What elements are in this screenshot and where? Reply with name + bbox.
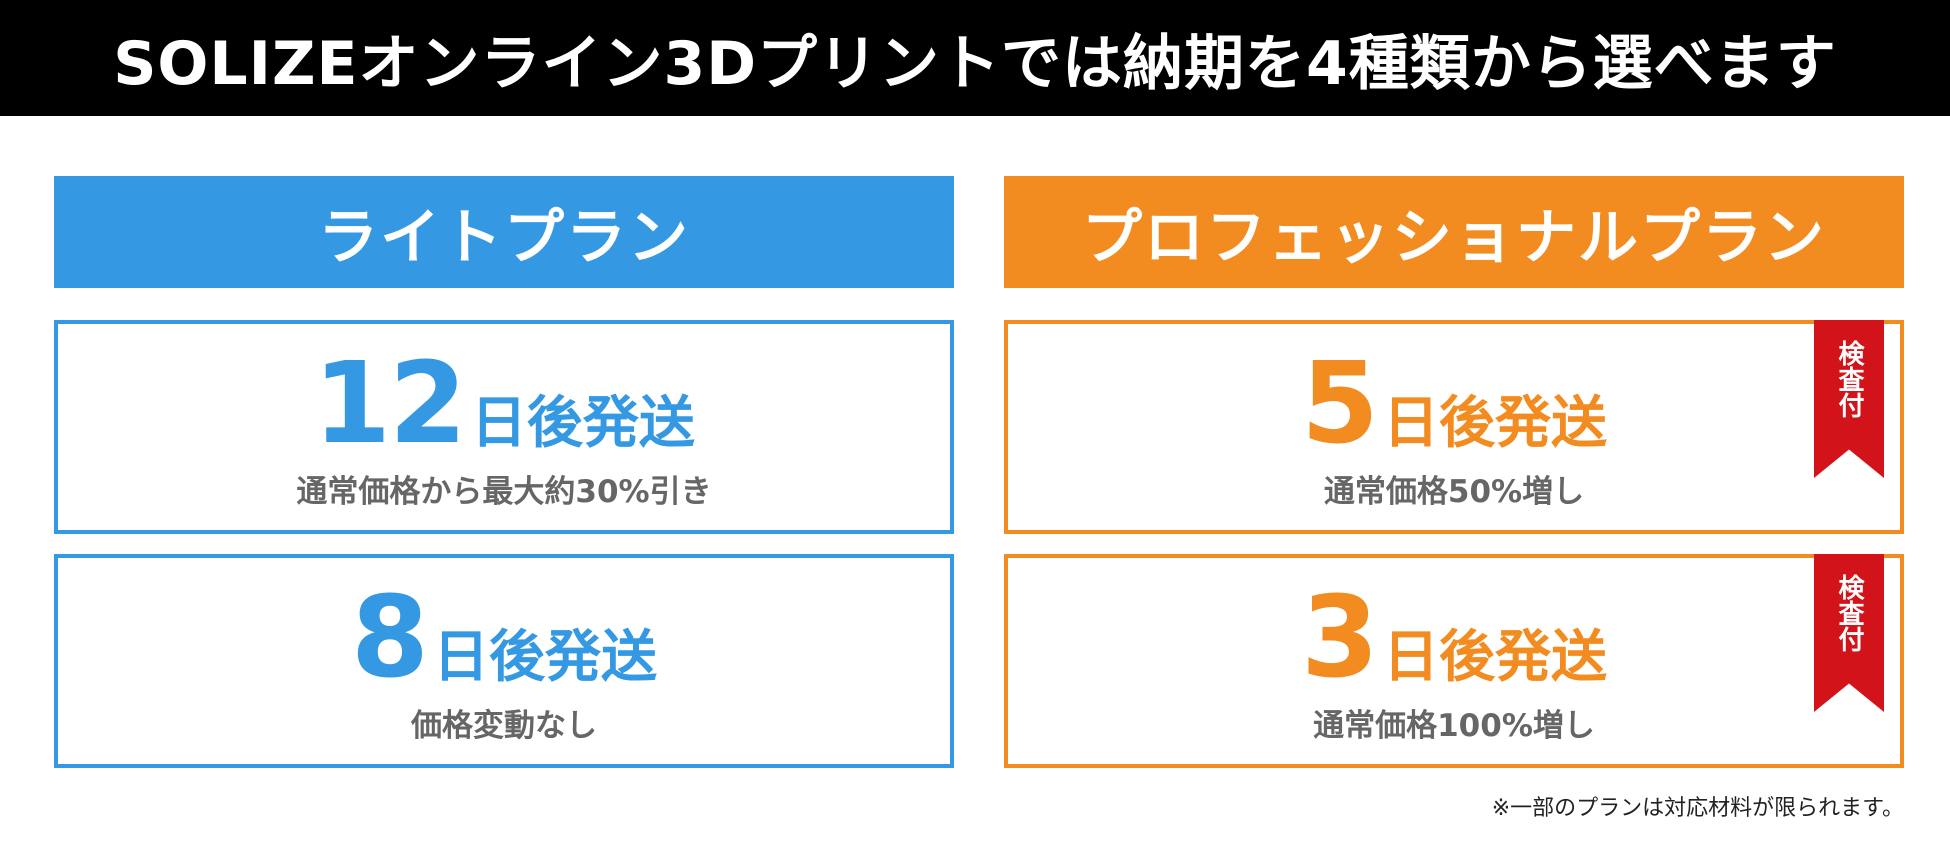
days-number: 3 [1301,573,1379,703]
days-unit: 日後発送 [432,625,657,690]
days-number: 5 [1301,339,1379,469]
shipping-days: 5 日後発送 [1008,348,1900,460]
shipping-days: 8 日後発送 [58,582,950,694]
page-title: SOLIZEオンライン3Dプリントでは納期を4種類から選べます [0,0,1950,116]
pro-plan-5-day-card: 5 日後発送 通常価格50%増し 検査付 [1004,320,1904,534]
days-unit: 日後発送 [470,391,695,456]
price-note: 通常価格50%増し [1323,474,1585,510]
pro-plan-header: プロフェッショナルプラン [1004,176,1904,288]
pro-plan-3-day-card: 3 日後発送 通常価格100%増し 検査付 [1004,554,1904,768]
days-number: 8 [351,573,429,703]
shipping-days: 12 日後発送 [58,348,950,460]
price-note: 通常価格100%増し [1313,708,1595,744]
light-plan-header: ライトプラン [54,176,954,288]
days-unit: 日後発送 [1382,625,1607,690]
footnote: ※一部のプランは対応材料が限られます。 [1491,796,1904,821]
light-plan-8-day-card: 8 日後発送 価格変動なし [54,554,954,768]
shipping-days: 3 日後発送 [1008,582,1900,694]
days-unit: 日後発送 [1382,391,1607,456]
price-note: 通常価格から最大約30%引き [296,474,712,510]
price-note: 価格変動なし [411,708,597,744]
light-plan-12-day-card: 12 日後発送 通常価格から最大約30%引き [54,320,954,534]
days-number: 12 [313,339,467,469]
